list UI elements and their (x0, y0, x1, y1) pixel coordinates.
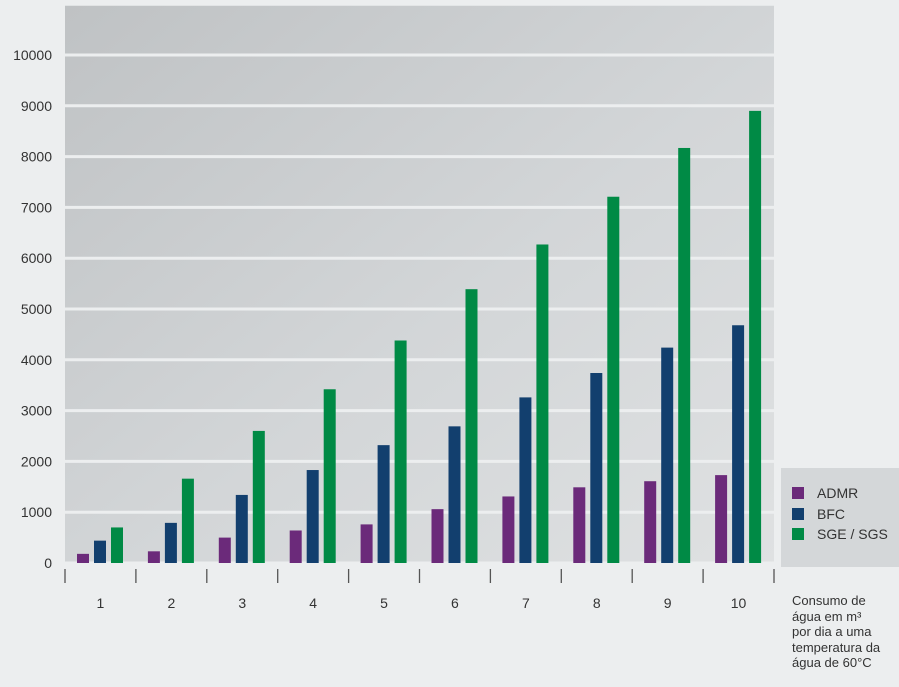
bar-sge-sgs-6 (465, 289, 478, 563)
bars (77, 110, 762, 564)
bar-sge-sgs-7 (536, 244, 549, 563)
x-tick-label: 7 (522, 595, 530, 611)
x-tick-label: 3 (238, 595, 246, 611)
bar-bfc-9 (661, 347, 674, 563)
y-tick-label: 6000 (21, 250, 52, 266)
bar-admr-8 (573, 487, 586, 563)
bar-sge-sgs-10 (749, 110, 762, 563)
x-axis-title-line-5: água de 60°C (792, 655, 872, 670)
legend-label-bfc: BFC (817, 506, 845, 522)
legend-label-admr: ADMR (817, 485, 859, 501)
bar-admr-6 (431, 509, 444, 563)
y-tick-label: 1000 (21, 504, 52, 520)
x-tick-label: 5 (380, 595, 388, 611)
x-axis-title-line-4: temperatura da (792, 639, 881, 655)
bar-sge-sgs-9 (678, 147, 691, 564)
bar-sge-sgs-3 (252, 430, 265, 563)
x-axis-title-line-1: Consumo de (792, 593, 866, 608)
bar-bfc-10 (732, 325, 745, 563)
y-tick-label: 3000 (21, 403, 52, 419)
bar-sge-sgs-8 (607, 196, 620, 563)
bar-bfc-2 (164, 522, 177, 563)
legend-swatch-bfc (792, 508, 804, 520)
legend-label-sge-sgs: SGE / SGS (817, 526, 888, 542)
bar-admr-7 (502, 496, 515, 563)
bar-admr-9 (644, 481, 657, 563)
bar-bfc-1 (94, 540, 106, 563)
y-tick-label: 7000 (21, 199, 52, 215)
y-tick-label: 9000 (21, 98, 52, 114)
bar-sge-sgs-4 (323, 389, 336, 563)
legend-swatch-admr (792, 487, 804, 499)
bar-admr-2 (147, 551, 160, 563)
x-tick-label: 8 (593, 595, 601, 611)
legend-item-admr: ADMR (792, 485, 858, 501)
legend-item-bfc: BFC (792, 506, 845, 522)
legend-swatch-sge-sgs (792, 528, 804, 540)
x-tick-label: 6 (451, 595, 459, 611)
bar-sge-sgs-2 (181, 478, 194, 563)
y-tick-label: 0 (44, 555, 52, 571)
y-tick-label: 8000 (21, 149, 52, 165)
plot-background (65, 2, 774, 565)
x-tick-label: 4 (309, 595, 317, 611)
legend: ADMR BFC SGE / SGS (781, 468, 899, 567)
bar-sge-sgs-1 (111, 527, 123, 563)
y-tick-label: 5000 (21, 301, 52, 317)
bar-admr-10 (715, 475, 728, 563)
bar-bfc-8 (590, 373, 603, 563)
bar-admr-4 (289, 530, 302, 563)
y-tick-label: 2000 (21, 453, 52, 469)
x-axis-title: Consumo de água em m³ por dia a uma temp… (792, 593, 898, 671)
y-tick-label: 10000 (13, 47, 52, 63)
bar-bfc-6 (448, 426, 461, 563)
y-axis: 0 1000 2000 3000 4000 5000 6000 7000 8000 9000 100… (13, 47, 52, 571)
y-tick-label: 4000 (21, 352, 52, 368)
bar-bfc-4 (306, 470, 319, 563)
bar-sge-sgs-5 (394, 340, 407, 563)
x-axis-title-line-3: por dia a uma (792, 624, 872, 639)
bar-bfc-3 (235, 494, 248, 563)
x-tick-label: 10 (731, 595, 747, 611)
x-axis-title-line-2: água em m³ (792, 608, 862, 624)
x-tick-label: 2 (167, 595, 175, 611)
plot-area (65, 4, 774, 563)
x-axis: 1 2 3 4 5 6 7 8 9 10 (64, 569, 775, 611)
bar-admr-1 (77, 553, 89, 563)
bar-bfc-7 (519, 397, 532, 563)
x-tick-label: 1 (97, 595, 105, 611)
x-tick-label: 9 (664, 595, 672, 611)
bar-admr-5 (360, 524, 373, 563)
legend-item-sge-sgs: SGE / SGS (792, 526, 888, 542)
bar-admr-3 (218, 537, 231, 563)
bar-bfc-5 (377, 445, 390, 563)
